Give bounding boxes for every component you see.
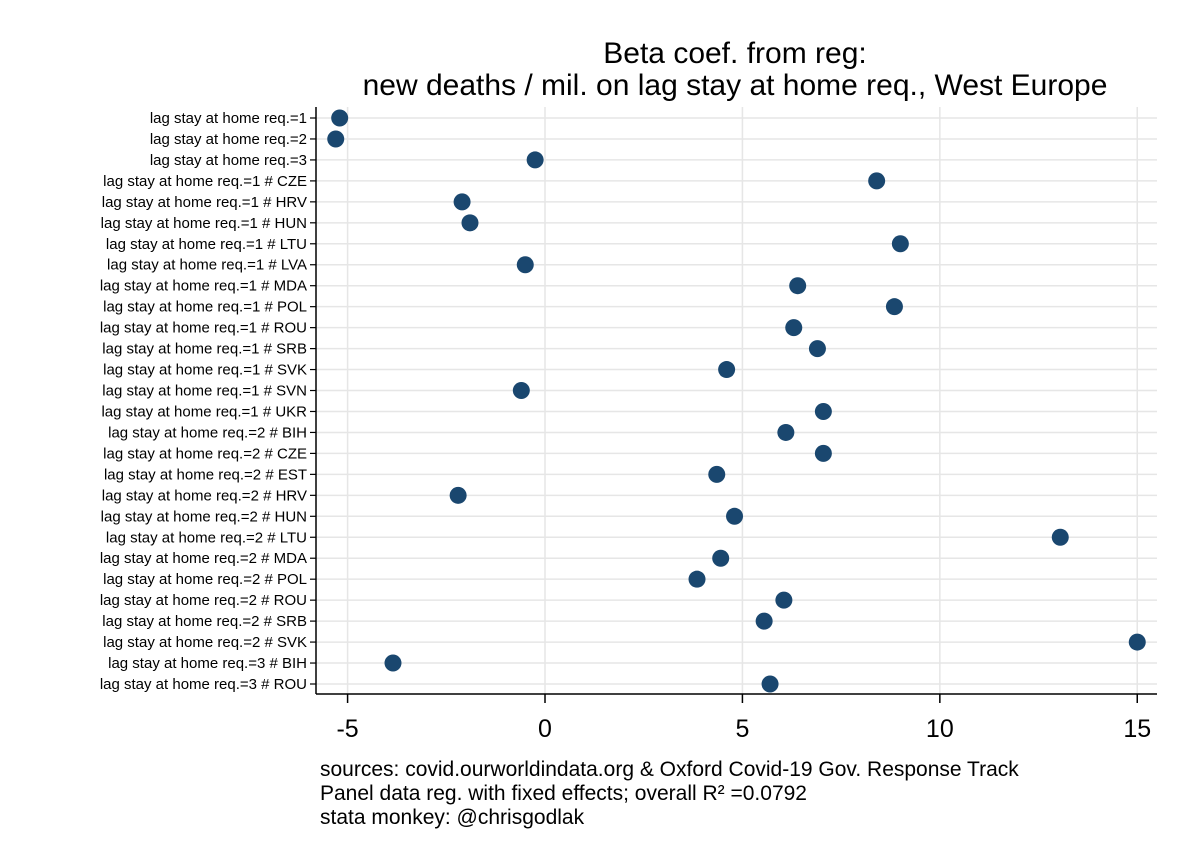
data-point: [453, 193, 471, 211]
data-point: [808, 340, 826, 358]
y-tick-label: lag stay at home req.=1 # HUN: [101, 215, 307, 232]
x-tick-label: 10: [926, 715, 954, 743]
data-point: [712, 549, 730, 567]
data-point: [891, 235, 909, 253]
data-point: [331, 109, 349, 127]
chart-title-line-1: Beta coef. from reg:: [603, 37, 866, 70]
data-point: [777, 423, 795, 441]
data-point: [526, 151, 544, 169]
data-point: [789, 277, 807, 295]
chart-title-line-2: new deaths / mil. on lag stay at home re…: [363, 69, 1108, 102]
data-point: [512, 382, 530, 400]
data-point: [516, 256, 534, 274]
y-tick-label: lag stay at home req.=2 # LTU: [106, 529, 307, 546]
y-tick-label: lag stay at home req.=2 # SVK: [103, 634, 307, 651]
y-tick-label: lag stay at home req.=2 # SRB: [102, 613, 307, 630]
y-tick-label: lag stay at home req.=1 # HRV: [102, 194, 307, 211]
y-tick-label: lag stay at home req.=1 # SVK: [103, 362, 307, 379]
data-point: [726, 507, 744, 525]
y-tick-label: lag stay at home req.=1 # LTU: [106, 236, 307, 253]
y-tick-label: lag stay at home req.=1 # CZE: [103, 173, 307, 190]
vertical-gridlines: [346, 107, 1139, 694]
y-tick-label: lag stay at home req.=2 # HUN: [101, 508, 307, 525]
data-point: [785, 319, 803, 337]
data-point: [449, 486, 467, 504]
y-tick-label: lag stay at home req.=1 # MDA: [100, 278, 307, 295]
y-tick-label: lag stay at home req.=1 # SVN: [102, 383, 307, 400]
y-axis-labels: lag stay at home req.=1 lag stay at home …: [100, 110, 316, 693]
y-tick-label: lag stay at home req.=2 # BIH: [108, 424, 307, 441]
y-tick-label: lag stay at home req.=2 # HRV: [102, 487, 307, 504]
x-tick-label: 5: [735, 715, 749, 743]
y-tick-label: lag stay at home req.=3: [150, 152, 307, 169]
x-axis-ticks: -5 0 5 10 15: [336, 694, 1151, 743]
data-point: [718, 361, 736, 379]
data-point: [761, 675, 779, 693]
y-tick-label: lag stay at home req.=3 # BIH: [108, 655, 307, 672]
y-tick-label: lag stay at home req.=2 # POL: [103, 571, 307, 588]
y-tick-label: lag stay at home req.=1 # SRB: [102, 341, 307, 358]
data-point: [868, 172, 886, 190]
y-tick-label: lag stay at home req.=1 # ROU: [100, 320, 307, 337]
x-tick-label: 15: [1123, 715, 1151, 743]
y-tick-label: lag stay at home req.=1 # LVA: [107, 257, 307, 274]
note-regression: Panel data reg. with fixed effects; over…: [320, 782, 807, 805]
data-point: [755, 612, 773, 630]
data-point: [384, 654, 402, 672]
x-tick-label: -5: [336, 715, 358, 743]
data-point: [1128, 633, 1146, 651]
data-point: [775, 591, 793, 609]
y-tick-label: lag stay at home req.=3 # ROU: [100, 676, 307, 693]
data-point: [708, 465, 726, 483]
data-point: [814, 402, 832, 420]
data-point: [688, 570, 706, 588]
data-point: [461, 214, 479, 232]
y-tick-label: lag stay at home req.=1 # POL: [103, 299, 307, 316]
data-point: [814, 444, 832, 462]
y-tick-label: lag stay at home req.=2: [150, 131, 307, 148]
y-tick-label: lag stay at home req.=2 # ROU: [100, 592, 307, 609]
y-tick-label: lag stay at home req.=1: [150, 110, 307, 127]
y-tick-label: lag stay at home req.=2 # MDA: [100, 550, 307, 567]
data-point: [885, 298, 903, 316]
y-tick-label: lag stay at home req.=1 # UKR: [101, 403, 307, 420]
y-tick-label: lag stay at home req.=2 # EST: [104, 466, 307, 483]
note-sources: sources: covid.ourworldindata.org & Oxfo…: [320, 758, 1019, 781]
horizontal-gridlines: [316, 117, 1157, 685]
x-tick-label: 0: [538, 715, 552, 743]
data-point: [1051, 528, 1069, 546]
data-points: [327, 109, 1146, 693]
y-tick-label: lag stay at home req.=2 # CZE: [103, 445, 307, 462]
note-author: stata monkey: @chrisgodlak: [320, 806, 585, 829]
data-point: [327, 130, 345, 148]
